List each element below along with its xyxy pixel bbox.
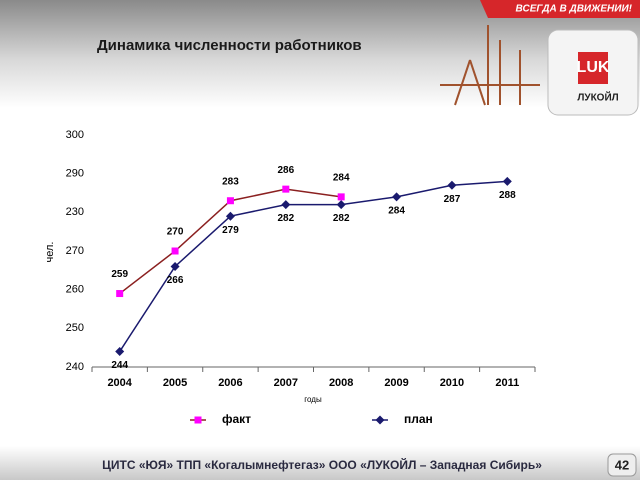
y-tick-label: 240 bbox=[66, 361, 84, 373]
data-label: 284 bbox=[333, 173, 350, 184]
footer-text: ЦИТС «ЮЯ» ТПП «Когалымнефтегаз» ООО «ЛУК… bbox=[102, 457, 542, 472]
data-label: 286 bbox=[277, 165, 294, 176]
footer-band bbox=[0, 446, 640, 480]
y-tick-label: 270 bbox=[66, 245, 84, 257]
legend-label: факт bbox=[222, 412, 251, 426]
x-tick-label: 2010 bbox=[440, 377, 464, 389]
data-label: 259 bbox=[111, 269, 128, 280]
data-point bbox=[281, 200, 291, 210]
chart-title: Динамика численности работников bbox=[97, 37, 362, 54]
legend-marker bbox=[194, 416, 202, 424]
data-label: 282 bbox=[333, 213, 350, 224]
data-label: 283 bbox=[222, 176, 239, 187]
plant-illustration bbox=[440, 25, 540, 106]
y-axis-label: чел. bbox=[44, 242, 56, 263]
data-label: 284 bbox=[388, 206, 405, 217]
data-point bbox=[502, 176, 512, 186]
logo-letters: LUK bbox=[577, 59, 610, 76]
y-tick-label: 290 bbox=[66, 168, 84, 180]
data-label: 266 bbox=[167, 275, 184, 286]
x-tick-label: 2005 bbox=[163, 377, 187, 389]
slogan: ВСЕГДА В ДВИЖЕНИИ! bbox=[516, 4, 633, 15]
data-point bbox=[115, 347, 125, 357]
y-tick-label: 300 bbox=[66, 129, 84, 141]
y-tick-label: 250 bbox=[66, 322, 84, 334]
legend-label: план bbox=[404, 412, 433, 426]
data-label: 287 bbox=[444, 194, 461, 205]
data-point bbox=[337, 193, 345, 201]
data-label: 279 bbox=[222, 225, 239, 236]
logo-mark bbox=[578, 52, 608, 84]
y-tick-label: 260 bbox=[66, 284, 84, 296]
x-tick-label: 2006 bbox=[218, 377, 242, 389]
x-axis-label: годы bbox=[304, 395, 322, 404]
x-tick-label: 2004 bbox=[107, 377, 132, 389]
x-tick-label: 2008 bbox=[329, 377, 353, 389]
legend-marker bbox=[375, 415, 385, 425]
x-tick-label: 2009 bbox=[384, 377, 408, 389]
data-point bbox=[282, 185, 290, 193]
data-label: 288 bbox=[499, 190, 516, 201]
series-line bbox=[119, 180, 508, 352]
data-point bbox=[225, 211, 235, 221]
data-point bbox=[336, 200, 346, 210]
y-tick-label: 230 bbox=[66, 206, 84, 218]
x-tick-label: 2007 bbox=[274, 377, 298, 389]
data-label: 244 bbox=[111, 360, 128, 371]
data-point bbox=[226, 197, 234, 205]
slogan-band bbox=[480, 0, 640, 18]
data-label: 270 bbox=[167, 227, 184, 238]
page-box bbox=[607, 453, 637, 477]
page-number: 42 bbox=[615, 457, 629, 472]
x-tick-label: 2011 bbox=[495, 377, 519, 389]
data-point bbox=[171, 247, 179, 255]
data-point bbox=[170, 261, 180, 271]
data-point bbox=[447, 180, 457, 190]
data-label: 282 bbox=[277, 213, 294, 224]
data-point bbox=[116, 290, 124, 298]
logo-text: ЛУКОЙЛ bbox=[577, 91, 618, 104]
data-point bbox=[392, 192, 402, 202]
